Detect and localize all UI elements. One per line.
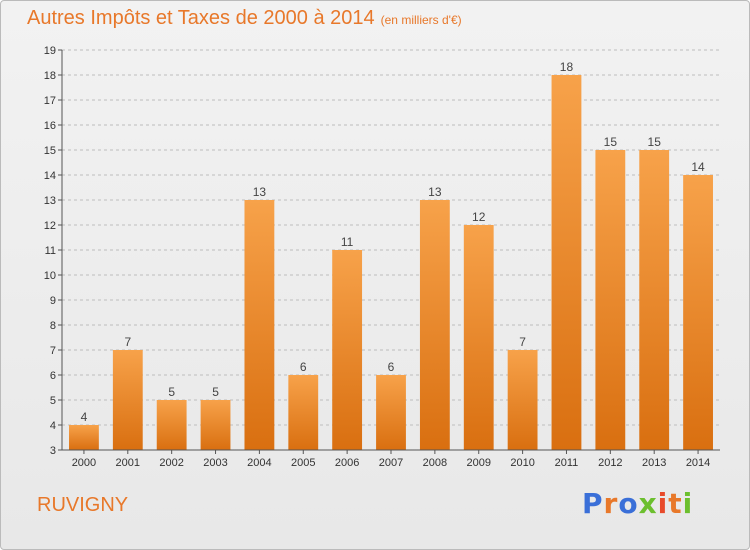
bar xyxy=(551,75,582,450)
y-tick-label: 3 xyxy=(50,445,56,457)
logo-letter: t xyxy=(668,487,683,520)
bar xyxy=(595,150,626,450)
x-tick-label: 2003 xyxy=(203,457,227,469)
x-tick-label: 2010 xyxy=(510,457,534,469)
town-name: RUVIGNY xyxy=(37,494,129,516)
bar xyxy=(200,400,231,450)
y-tick-label: 7 xyxy=(50,345,56,357)
x-tick-label: 2000 xyxy=(72,457,96,469)
chart-unit: (en milliers d'€) xyxy=(380,13,462,27)
y-tick-label: 18 xyxy=(44,70,56,82)
x-tick-label: 2013 xyxy=(642,457,666,469)
logo-letter: o xyxy=(618,487,639,520)
x-tick-label: 2005 xyxy=(291,457,315,469)
x-tick-label: 2006 xyxy=(335,457,359,469)
chart-title-text: Autres Impôts et Taxes de 2000 à 2014 xyxy=(27,7,375,29)
data-label: 18 xyxy=(560,60,574,74)
data-label: 12 xyxy=(472,210,486,224)
bar xyxy=(639,150,670,450)
data-label: 4 xyxy=(81,410,88,424)
y-tick-label: 14 xyxy=(44,170,56,182)
x-tick-label: 2007 xyxy=(379,457,403,469)
y-tick-label: 9 xyxy=(50,295,56,307)
data-label: 15 xyxy=(604,135,618,149)
x-tick-label: 2004 xyxy=(247,457,271,469)
y-tick-label: 11 xyxy=(45,245,56,257)
y-tick-label: 13 xyxy=(44,195,56,207)
bar xyxy=(69,425,99,450)
data-label: 5 xyxy=(168,385,175,399)
bar xyxy=(419,200,450,450)
data-label: 6 xyxy=(388,360,395,374)
data-label: 13 xyxy=(253,185,267,199)
bar xyxy=(332,250,363,450)
logo-letter: r xyxy=(603,487,619,520)
y-tick-label: 4 xyxy=(50,420,56,432)
bar xyxy=(463,225,494,450)
data-label: 6 xyxy=(300,360,307,374)
bar xyxy=(507,350,538,450)
bar xyxy=(683,175,713,450)
y-tick-label: 17 xyxy=(44,95,56,107)
y-tick-label: 8 xyxy=(50,320,56,332)
y-tick-label: 19 xyxy=(44,45,56,57)
data-label: 13 xyxy=(428,185,442,199)
x-tick-label: 2002 xyxy=(159,457,183,469)
bar xyxy=(112,350,143,450)
x-tick-label: 2012 xyxy=(598,457,622,469)
bar xyxy=(288,375,319,450)
y-tick-label: 12 xyxy=(44,220,56,232)
data-label: 7 xyxy=(124,335,131,349)
data-label: 15 xyxy=(648,135,662,149)
y-tick-label: 15 xyxy=(44,145,56,157)
data-label: 11 xyxy=(341,235,354,249)
logo-letter: i xyxy=(657,487,669,520)
y-tick-label: 10 xyxy=(44,270,56,282)
proxiti-logo: Proxiti xyxy=(582,487,693,520)
y-tick-label: 6 xyxy=(50,370,56,382)
x-tick-label: 2014 xyxy=(686,457,710,469)
logo-letter: x xyxy=(638,487,658,520)
data-label: 5 xyxy=(212,385,219,399)
data-label: 7 xyxy=(519,335,526,349)
y-tick-label: 16 xyxy=(44,120,56,132)
bar xyxy=(376,375,406,450)
bar xyxy=(244,200,275,450)
logo-letter: P xyxy=(582,487,604,520)
bar xyxy=(156,400,187,450)
x-tick-label: 2001 xyxy=(116,457,140,469)
logo-letter: i xyxy=(682,487,694,520)
x-tick-label: 2008 xyxy=(423,457,447,469)
chart-title: Autres Impôts et Taxes de 2000 à 2014 (en… xyxy=(27,7,462,30)
x-tick-label: 2009 xyxy=(466,457,490,469)
x-tick-label: 2011 xyxy=(555,457,579,469)
y-tick-label: 5 xyxy=(50,395,56,407)
data-label: 14 xyxy=(691,160,705,174)
